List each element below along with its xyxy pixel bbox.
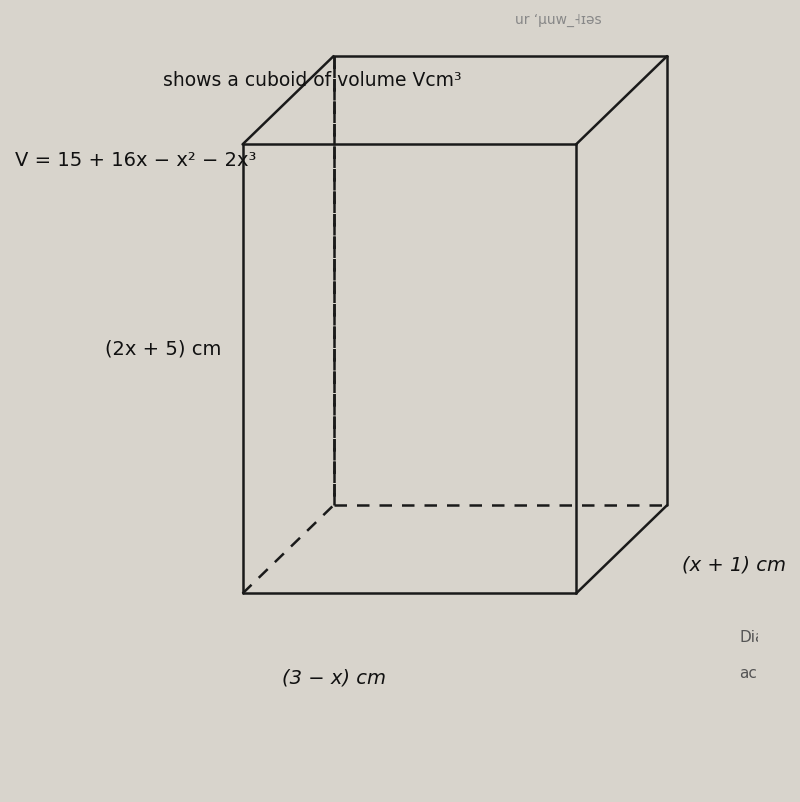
Text: ur ‘µuw_˧ɪəs: ur ‘µuw_˧ɪəs: [515, 13, 602, 27]
Text: (2x + 5) cm: (2x + 5) cm: [105, 339, 221, 358]
Text: (3 − x) cm: (3 − x) cm: [282, 668, 386, 687]
Text: V = 15 + 16x − x² − 2x³: V = 15 + 16x − x² − 2x³: [15, 151, 257, 170]
Text: shows a cuboid of volume Vcm³: shows a cuboid of volume Vcm³: [163, 71, 462, 90]
Text: ac: ac: [739, 666, 757, 681]
Text: Dia: Dia: [739, 630, 765, 645]
Text: (x + 1) cm: (x + 1) cm: [682, 556, 786, 575]
